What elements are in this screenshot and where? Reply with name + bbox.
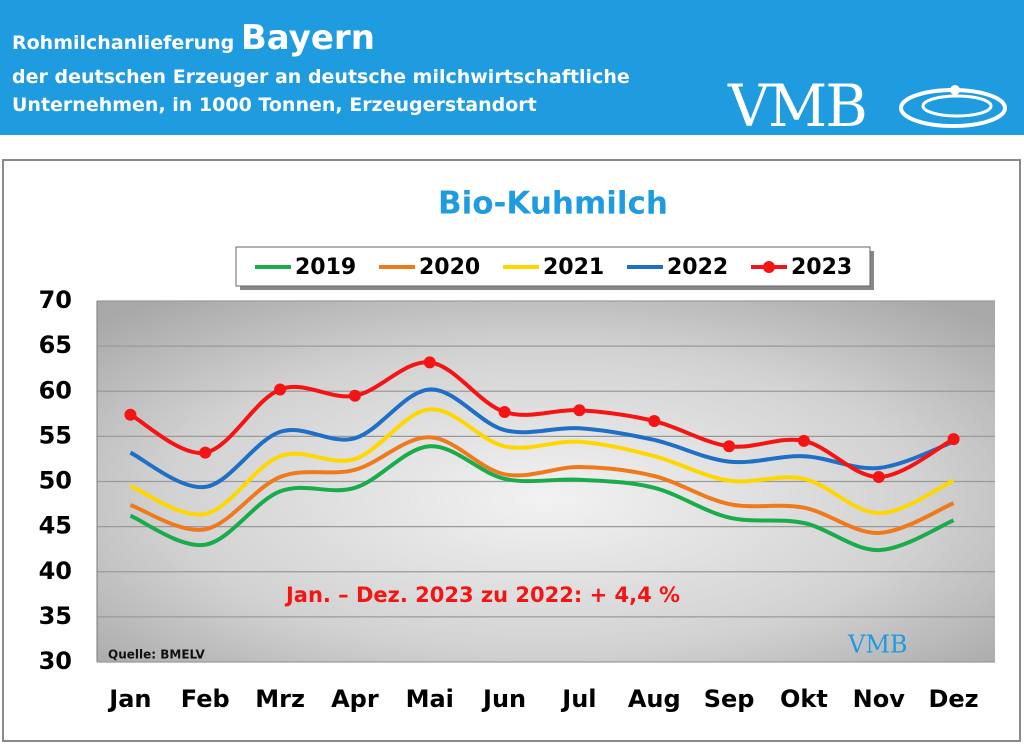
series-line: [129, 435, 955, 535]
header-title: Rohmilchanlieferung: [12, 32, 235, 54]
x-tick-label: Mai: [406, 685, 454, 713]
logo-swoosh: [899, 85, 1007, 128]
annotation: Jan. – Dez. 2023 zu 2022: + 4,4 %: [284, 583, 680, 607]
x-tick-label: Aug: [628, 685, 681, 713]
y-tick-label: 30: [39, 647, 72, 675]
series-marker: [947, 433, 960, 446]
series-marker: [498, 406, 511, 419]
header-title-line: Rohmilchanlieferung Bayern: [12, 18, 375, 58]
legend-label: 2020: [419, 255, 480, 280]
x-tick-label: Jul: [560, 685, 596, 713]
x-tick-label: Dez: [928, 685, 978, 713]
legend-marker: [763, 261, 775, 273]
series-marker: [648, 415, 661, 428]
series-marker: [872, 470, 885, 483]
chart-title: Bio-Kuhmilch: [438, 186, 668, 222]
header-subtitle: Unternehmen, in 1000 Tonnen, Erzeugersta…: [12, 94, 537, 116]
series-marker: [124, 408, 137, 421]
series-marker: [723, 440, 736, 453]
legend-label: 2022: [667, 255, 728, 280]
y-tick-label: 35: [39, 602, 72, 630]
y-tick-label: 45: [39, 512, 72, 540]
y-tick-label: 60: [39, 376, 72, 404]
x-tick-label: Apr: [331, 685, 379, 713]
series-line: [129, 387, 955, 489]
y-tick-label: 55: [39, 421, 72, 449]
source: Quelle: BMELV: [108, 648, 206, 662]
x-tick-label: Jan: [107, 685, 151, 713]
header: Rohmilchanlieferung Bayern der deutschen…: [0, 0, 1024, 140]
x-tick-label: Feb: [181, 685, 230, 713]
series-line: [129, 360, 955, 479]
legend-label: 2019: [295, 255, 356, 280]
x-tick-label: Jun: [481, 685, 526, 713]
x-tick-label: Okt: [780, 685, 828, 713]
series-line: [129, 444, 955, 553]
header-logo: VMB: [728, 72, 868, 140]
series-marker: [348, 389, 361, 402]
series-marker: [573, 404, 586, 417]
y-tick-label: 65: [39, 331, 72, 359]
y-tick-label: 40: [39, 557, 72, 585]
x-tick-label: Sep: [704, 685, 755, 713]
header-region: Bayern: [240, 18, 375, 58]
series-marker: [797, 434, 810, 447]
legend-label: 2023: [791, 255, 852, 280]
watermark: VMB: [847, 631, 908, 659]
y-tick-label: 50: [39, 467, 72, 495]
x-tick-label: Nov: [853, 685, 906, 713]
y-tick-label: 70: [39, 286, 72, 314]
series-line: [129, 407, 955, 517]
header-subtitle: der deutschen Erzeuger an deutsche milch…: [12, 66, 630, 88]
x-tick-label: Mrz: [255, 685, 305, 713]
series-marker: [199, 446, 212, 459]
legend-label: 2021: [543, 255, 604, 280]
series-marker: [423, 356, 436, 369]
series-marker: [274, 383, 287, 396]
